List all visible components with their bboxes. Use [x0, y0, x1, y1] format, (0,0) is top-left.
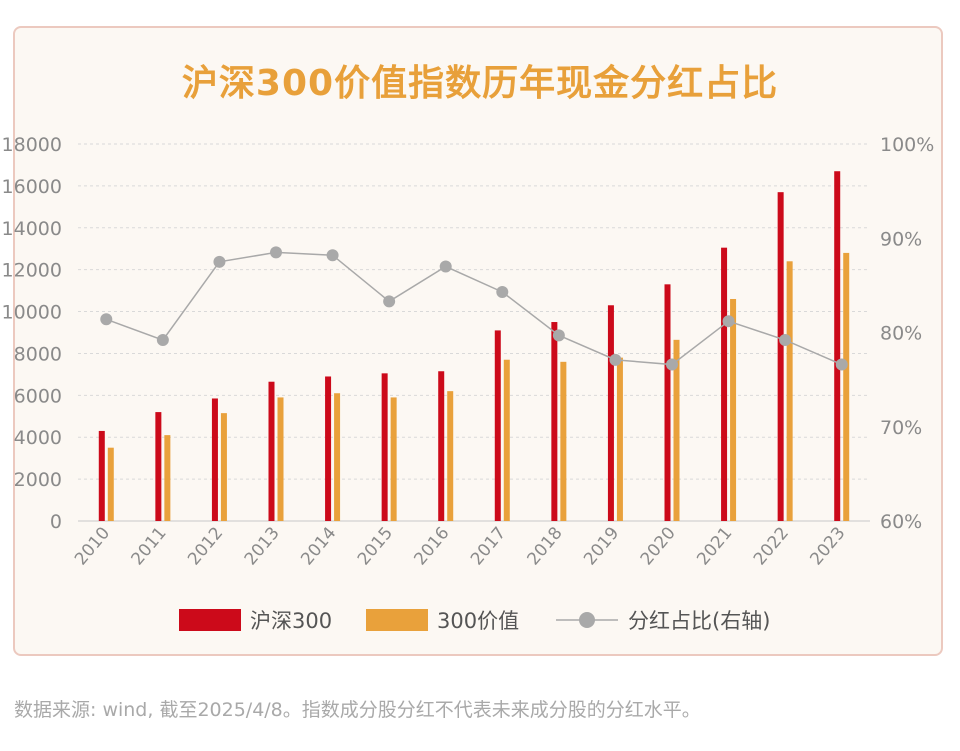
- bar-hs300: [834, 171, 841, 521]
- bar-hs300: [721, 247, 728, 522]
- y-right-tick-label: 80%: [880, 323, 922, 345]
- x-tick-label: 2018: [524, 523, 567, 569]
- point-dividend-ratio: [156, 334, 169, 347]
- bar-hs300: [155, 412, 162, 521]
- bar-value300: [164, 435, 171, 521]
- y-right-tick-label: 90%: [880, 228, 922, 250]
- y-left-tick-label: 18000: [2, 134, 62, 156]
- chart-title: 沪深300价值指数历年现金分红占比: [181, 63, 779, 104]
- bar-value300: [616, 357, 623, 521]
- x-tick-label: 2023: [806, 523, 849, 569]
- point-dividend-ratio: [779, 334, 792, 347]
- bar-hs300: [211, 398, 218, 521]
- bar-value300: [560, 361, 567, 521]
- bar-hs300: [664, 284, 671, 521]
- point-dividend-ratio: [835, 358, 848, 371]
- point-dividend-ratio: [439, 260, 452, 273]
- bar-hs300: [325, 376, 332, 521]
- point-dividend-ratio: [326, 249, 339, 262]
- legend-swatch-value300: [366, 609, 428, 631]
- bar-hs300: [551, 322, 558, 521]
- x-tick-label: 2010: [71, 523, 114, 569]
- y-right-tick-label: 70%: [880, 417, 922, 439]
- point-dividend-ratio: [100, 313, 113, 326]
- point-dividend-ratio: [383, 295, 396, 308]
- bar-value300: [730, 298, 737, 521]
- bar-value300: [334, 393, 341, 521]
- point-dividend-ratio: [722, 315, 735, 328]
- legend-label-dividend-ratio: 分红占比(右轴): [628, 609, 770, 633]
- point-dividend-ratio: [496, 285, 509, 298]
- bar-value300: [277, 397, 284, 521]
- y-right-tick-label: 100%: [880, 134, 934, 156]
- y-right-tick-label: 60%: [880, 511, 922, 533]
- x-tick-label: 2014: [297, 523, 340, 569]
- bar-hs300: [607, 305, 614, 521]
- y-left-tick-label: 2000: [14, 469, 62, 491]
- y-left-tick-label: 4000: [14, 427, 62, 449]
- legend-label-value300: 300价值: [437, 609, 519, 633]
- bar-value300: [390, 397, 397, 521]
- y-left-tick-label: 12000: [2, 260, 62, 282]
- bar-value300: [843, 252, 850, 521]
- y-left-tick-label: 6000: [14, 385, 62, 407]
- bar-hs300: [98, 430, 105, 521]
- bar-value300: [107, 447, 114, 521]
- x-tick-label: 2011: [128, 523, 171, 569]
- y-left-tick-label: 14000: [2, 218, 62, 240]
- bar-hs300: [268, 381, 275, 521]
- x-tick-label: 2013: [241, 523, 284, 569]
- x-tick-label: 2022: [750, 523, 793, 569]
- y-left-tick-label: 8000: [14, 343, 62, 365]
- x-tick-label: 2015: [354, 523, 397, 569]
- bar-hs300: [777, 192, 784, 521]
- y-left-tick-label: 10000: [2, 302, 62, 324]
- x-tick-label: 2012: [184, 523, 227, 569]
- legend-label-hs300: 沪深300: [250, 609, 332, 633]
- legend-swatch-hs300: [179, 609, 241, 631]
- point-dividend-ratio: [552, 329, 565, 342]
- x-tick-label: 2020: [637, 523, 680, 569]
- bar-value300: [786, 261, 793, 521]
- point-dividend-ratio: [666, 358, 678, 371]
- point-dividend-ratio: [213, 255, 226, 268]
- x-tick-label: 2016: [410, 523, 453, 569]
- bar-value300: [503, 359, 510, 521]
- y-left-tick-label: 0: [50, 511, 62, 533]
- bar-hs300: [381, 373, 388, 521]
- y-left-tick-label: 16000: [2, 176, 62, 198]
- bar-value300: [220, 413, 227, 521]
- bar-value300: [447, 391, 454, 521]
- bar-hs300: [438, 371, 445, 521]
- legend-marker-dividend-ratio: [579, 612, 595, 628]
- bar-value300: [673, 339, 680, 521]
- point-dividend-ratio: [609, 353, 622, 366]
- x-tick-label: 2019: [580, 523, 623, 569]
- x-tick-label: 2021: [693, 523, 736, 569]
- point-dividend-ratio: [270, 246, 282, 259]
- line-dividend-ratio: [106, 251, 843, 366]
- x-tick-label: 2017: [467, 523, 510, 569]
- bar-hs300: [494, 330, 501, 521]
- source-footnote: 数据来源: wind, 截至2025/4/8。指数成分股分红不代表未来成分股的分…: [14, 699, 701, 721]
